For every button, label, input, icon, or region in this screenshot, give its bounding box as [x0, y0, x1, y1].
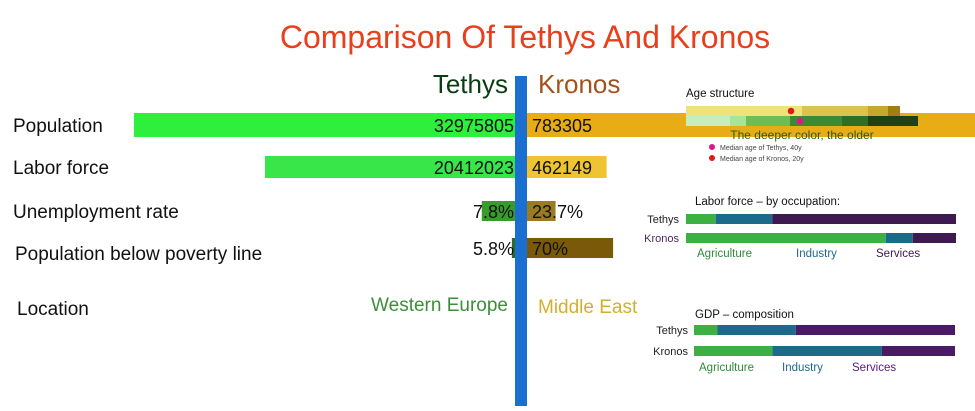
gdp_composition-segment: [694, 325, 718, 335]
age-segment-kronos: [686, 106, 768, 116]
location-label: Location: [17, 299, 89, 320]
location-tethys: Western Europe: [371, 295, 508, 316]
gdp_composition-segment: [795, 325, 955, 335]
age-segment-tethys: [730, 116, 746, 126]
category-label: Population below poverty line: [15, 244, 262, 265]
gdp_composition-row-label: Tethys: [656, 325, 688, 337]
gdp_composition-segment: [717, 325, 796, 335]
age-structure-note: The deeper color, the older: [730, 128, 873, 142]
age-segment-tethys: [746, 116, 790, 126]
category-label: Unemployment rate: [13, 202, 179, 223]
median-marker-tethys: [796, 117, 804, 125]
age-segment-tethys: [686, 116, 730, 126]
age-structure-panel: Age structure The deeper color, the older…: [686, 88, 918, 163]
gdp-composition-panel: GDP – composition Tethys Kronos Agriculture…: [653, 309, 955, 374]
category-label: Labor force: [13, 158, 109, 179]
median-legend-swatch: [709, 144, 715, 150]
median-legend-label: Median age of Tethys, 40y: [720, 145, 802, 152]
gdp_composition-category-label: Industry: [782, 362, 823, 374]
data-label-tethys: 20412023: [434, 158, 514, 178]
median-marker-kronos: [787, 107, 795, 115]
labor_by_occupation-segment: [912, 233, 956, 243]
gdp_composition-row-label: Kronos: [653, 346, 688, 358]
labor_by_occupation-category-label: Agriculture: [697, 248, 752, 260]
bar-tethys: [134, 113, 520, 137]
gdp_composition-category-label: Services: [852, 362, 896, 374]
age-segment-tethys: [868, 116, 918, 126]
data-label-kronos: 783305: [532, 116, 592, 136]
bar-kronos: [520, 156, 607, 178]
age-segment-tethys: [842, 116, 868, 126]
bar-tethys: [481, 201, 520, 221]
chart-title: Comparison Of Tethys And Kronos: [280, 19, 770, 55]
age-segment-kronos: [768, 106, 802, 116]
data-label-kronos: 70%: [532, 239, 568, 259]
gdp_composition-category-label: Agriculture: [699, 362, 754, 374]
series-label-kronos: Kronos: [538, 69, 620, 99]
age-segment-kronos: [846, 106, 868, 116]
data-label-tethys: 32975805: [434, 116, 514, 136]
median-legend-swatch: [709, 155, 715, 161]
labor_by_occupation-row-label: Tethys: [647, 214, 679, 226]
series-label-tethys: Tethys: [433, 69, 508, 99]
labor-occupation-panel: Labor force – by occupation: Tethys Kronos…: [644, 196, 956, 260]
labor_by_occupation-segment: [772, 214, 956, 224]
gdp_composition-segment: [694, 346, 773, 356]
data-label-tethys: 7.8%: [473, 202, 514, 222]
gdp_composition-segment: [881, 346, 955, 356]
labor_by_occupation-category-label: Industry: [796, 248, 837, 260]
bar-kronos: [520, 201, 556, 221]
labor_by_occupation-row-label: Kronos: [644, 233, 679, 245]
category-label: Population: [13, 116, 103, 137]
gdp_composition-title: GDP – composition: [695, 309, 794, 321]
age-segment-kronos: [888, 106, 900, 116]
main-bars-group: Tethys Kronos Population 32975805 783305 Labo…: [13, 69, 975, 406]
age-segment-kronos: [868, 106, 888, 116]
bar-kronos: [520, 238, 614, 258]
age-segment-kronos: [802, 106, 846, 116]
age-structure-title: Age structure: [686, 88, 754, 100]
bar-tethys: [265, 156, 520, 178]
labor_by_occupation-segment: [686, 233, 886, 243]
labor_by_occupation-segment: [715, 214, 773, 224]
gdp_composition-segment: [772, 346, 882, 356]
data-label-tethys: 5.8%: [473, 239, 514, 259]
median-legend-label: Median age of Kronos, 20y: [720, 156, 804, 163]
data-label-kronos: 23.7%: [532, 202, 583, 222]
labor_by_occupation-segment: [885, 233, 913, 243]
labor_by_occupation-segment: [686, 214, 716, 224]
age-segment-tethys: [790, 116, 842, 126]
center-divider: [515, 76, 527, 406]
labor_by_occupation-category-label: Services: [876, 248, 920, 260]
location-kronos: Middle East: [538, 297, 638, 318]
data-label-kronos: 462149: [532, 158, 592, 178]
labor_by_occupation-title: Labor force – by occupation:: [695, 196, 840, 208]
